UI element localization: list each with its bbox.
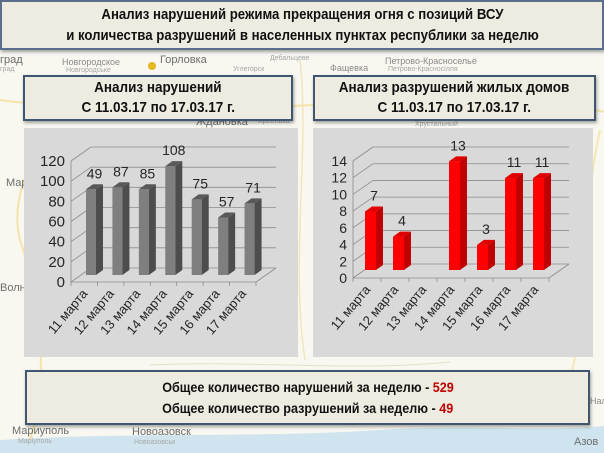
y-tick-label: 120 xyxy=(40,153,65,170)
map-place-label: Горловка xyxy=(160,54,207,66)
y-tick-label: 100 xyxy=(40,173,65,190)
chart-bar: 3 xyxy=(477,221,495,270)
map-place-label: Азов xyxy=(574,436,599,448)
y-tick-label: 12 xyxy=(331,170,347,186)
map-place-label: Маріуполь xyxy=(18,438,53,445)
data-label: 11 xyxy=(535,154,550,170)
map-place-label: Мар xyxy=(6,177,28,189)
summary-destructions-value: 49 xyxy=(439,399,454,416)
destructions-header: Анализ разрушений жилых домов С 11.03.17… xyxy=(313,75,596,121)
data-label: 13 xyxy=(450,137,466,153)
chart-bar: 13 xyxy=(449,137,467,270)
title-line-2: и количества разрушений в населенных пун… xyxy=(65,27,539,44)
chart-bar: 57 xyxy=(218,194,236,275)
y-tick-label: 2 xyxy=(339,253,347,269)
chart-bar: 108 xyxy=(162,142,186,275)
chart-bar: 85 xyxy=(138,165,156,275)
data-label: 7 xyxy=(370,188,378,204)
map-place-label: Петрово-Красносілля xyxy=(388,66,458,73)
summary-destructions-label: Общее количество разрушений за неделю - xyxy=(161,399,440,416)
chart-bar: 75 xyxy=(191,175,209,275)
chart-bar: 49 xyxy=(86,165,103,275)
map-place-label: Дебальцеве xyxy=(270,55,310,62)
violations-chart: 0 20 40 60 80 100 120 49 11 марта 87 12 марта 85 13 … xyxy=(24,128,298,357)
map-place-label: Новгородське xyxy=(66,67,111,74)
data-label: 57 xyxy=(219,194,235,210)
data-label: 71 xyxy=(245,179,261,195)
map-place-label: Хрустальный xyxy=(415,121,458,128)
y-tick-label: 8 xyxy=(339,203,347,219)
map-place-label: Ждановка xyxy=(196,116,248,128)
data-label: 11 xyxy=(507,154,522,170)
y-tick-label: 80 xyxy=(48,193,65,210)
data-label: 75 xyxy=(192,175,208,191)
map-place-label: Новгородское xyxy=(62,57,120,67)
violations-header-title: Анализ нарушений xyxy=(94,79,222,96)
map-place-label: Хрестівка xyxy=(258,118,290,125)
violations-header: Анализ нарушений С 11.03.17 по 17.03.17 … xyxy=(23,75,293,121)
map-place-label: Новоазовськ xyxy=(134,439,176,446)
y-tick-label: 4 xyxy=(339,237,347,253)
map-place-label: град xyxy=(0,66,15,73)
y-tick-label: 6 xyxy=(339,220,347,236)
chart-bar: 7 xyxy=(365,188,383,270)
map-place-label: Углегорск xyxy=(233,66,265,73)
map-place-label: Волн xyxy=(0,282,26,294)
summary-violations-value: 529 xyxy=(432,378,454,395)
chart-bar: 11 xyxy=(505,154,523,270)
chart-bar: 4 xyxy=(393,213,411,270)
data-label: 4 xyxy=(398,213,406,229)
title-line-1: Анализ нарушений режима прекращения огня… xyxy=(100,6,504,23)
map-place-label: Мариуполь xyxy=(12,425,70,437)
summary-box: Общее количество нарушений за неделю - 5… xyxy=(25,370,590,425)
data-label: 108 xyxy=(162,142,186,158)
data-label: 49 xyxy=(87,165,103,181)
y-tick-label: 14 xyxy=(331,153,347,169)
violations-header-period: С 11.03.17 по 17.03.17 г. xyxy=(81,99,235,116)
y-tick-label: 20 xyxy=(48,254,65,271)
chart-bar: 87 xyxy=(112,163,130,275)
data-label: 87 xyxy=(113,163,129,179)
y-tick-label: 0 xyxy=(339,270,347,286)
destructions-header-title: Анализ разрушений жилых домов xyxy=(339,79,570,96)
y-tick-label: 0 xyxy=(57,274,65,291)
destructions-header-period: С 11.03.17 по 17.03.17 г. xyxy=(377,99,532,116)
map-place-label: Новоазовск xyxy=(132,426,191,438)
map-place-label: Нал xyxy=(590,396,604,406)
y-tick-label: 10 xyxy=(331,186,347,202)
chart-bar: 11 xyxy=(533,154,551,270)
summary-violations: Общее количество нарушений за неделю - 5… xyxy=(162,377,454,398)
map-place-label: град xyxy=(0,54,23,66)
destructions-chart: 0 2 4 6 8 10 12 14 7 11 марта 4 12 марта 13 марта 13 1… xyxy=(313,128,593,357)
y-tick-label: 60 xyxy=(48,214,65,231)
chart-bar: 71 xyxy=(244,179,262,275)
title-box: Анализ нарушений режима прекращения огня… xyxy=(0,0,604,50)
data-label: 85 xyxy=(140,165,156,181)
map-place-label: Фащевка xyxy=(330,63,369,73)
summary-violations-label: Общее количество нарушений за неделю - xyxy=(161,378,433,395)
y-tick-label: 40 xyxy=(48,234,65,251)
data-label: 3 xyxy=(482,221,490,237)
summary-destructions: Общее количество разрушений за неделю - … xyxy=(162,398,453,419)
map-place-label: Петрово-Красноселье xyxy=(385,56,477,66)
